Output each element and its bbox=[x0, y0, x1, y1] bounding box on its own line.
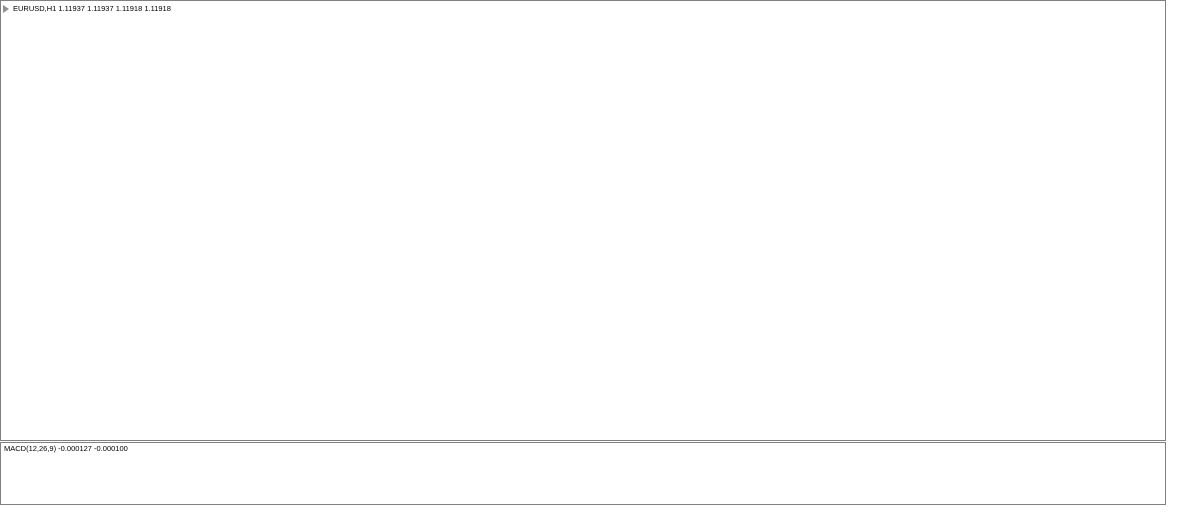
main-panel-frame bbox=[0, 0, 1166, 441]
macd-title: MACD(12,26,9) -0.000127 -0.000100 bbox=[4, 444, 128, 453]
macd-panel-frame bbox=[0, 442, 1166, 505]
chart-title: EURUSD,H1 1.11937 1.11937 1.11918 1.1191… bbox=[13, 4, 171, 13]
symbol-icon bbox=[3, 5, 9, 13]
